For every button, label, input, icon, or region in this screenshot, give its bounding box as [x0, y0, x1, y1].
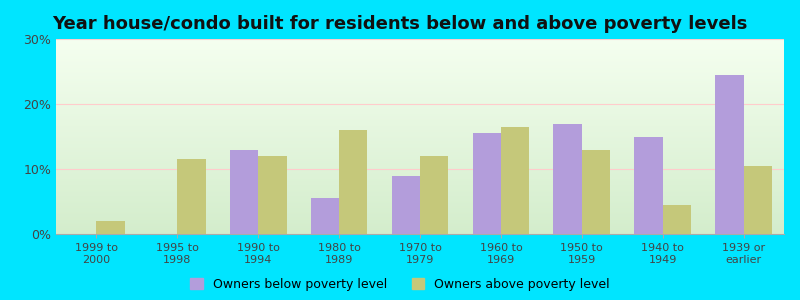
Bar	[258, 156, 286, 234]
Bar	[554, 124, 582, 234]
Bar	[178, 159, 206, 234]
Bar	[501, 127, 530, 234]
Bar	[743, 166, 772, 234]
Bar	[420, 156, 448, 234]
Bar	[230, 149, 258, 234]
Bar	[582, 149, 610, 234]
Bar	[97, 221, 125, 234]
Bar	[473, 133, 501, 234]
Bar	[634, 136, 662, 234]
Bar	[311, 198, 339, 234]
Bar	[392, 176, 420, 234]
Legend: Owners below poverty level, Owners above poverty level: Owners below poverty level, Owners above…	[190, 278, 610, 291]
Text: Year house/condo built for residents below and above poverty levels: Year house/condo built for residents bel…	[52, 15, 748, 33]
Bar	[662, 205, 691, 234]
Bar	[339, 130, 367, 234]
Bar	[715, 75, 743, 234]
